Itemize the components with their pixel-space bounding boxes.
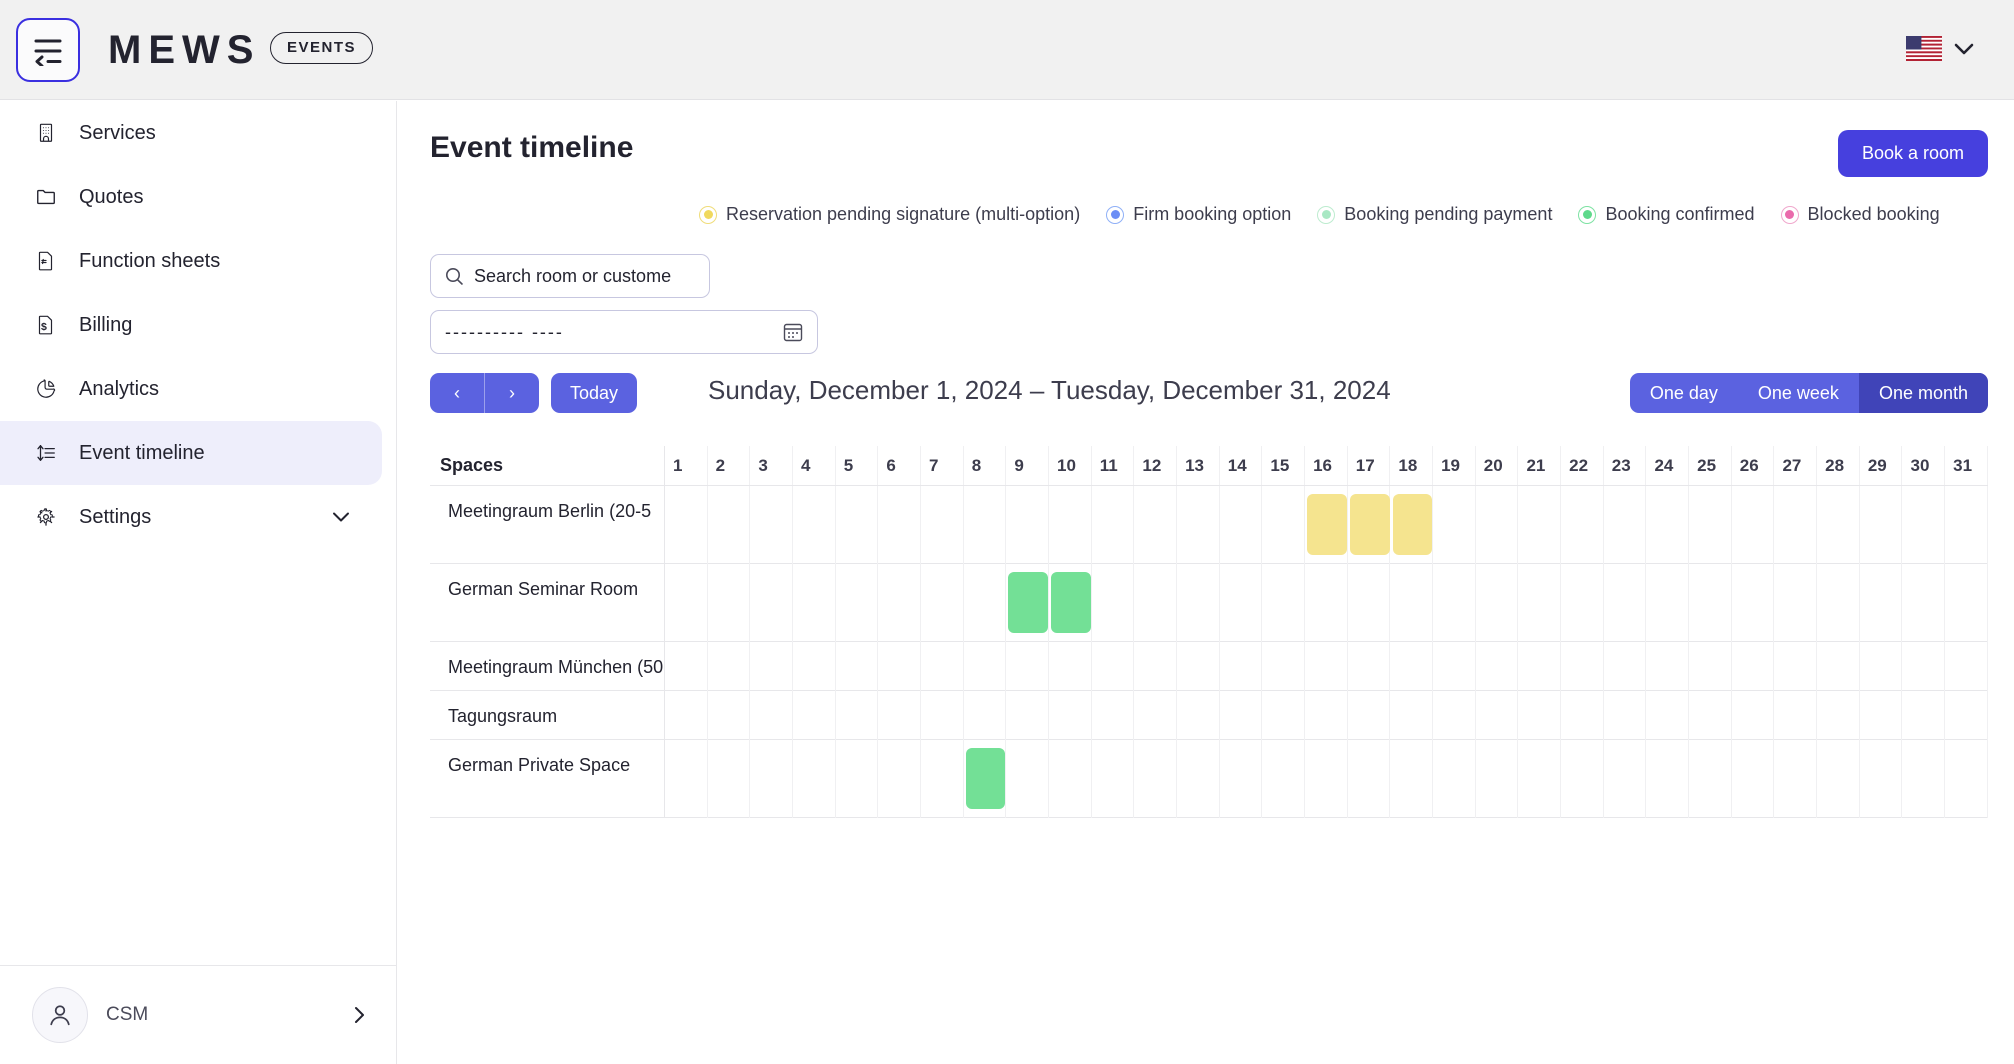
svg-text:$: $ <box>41 321 47 333</box>
